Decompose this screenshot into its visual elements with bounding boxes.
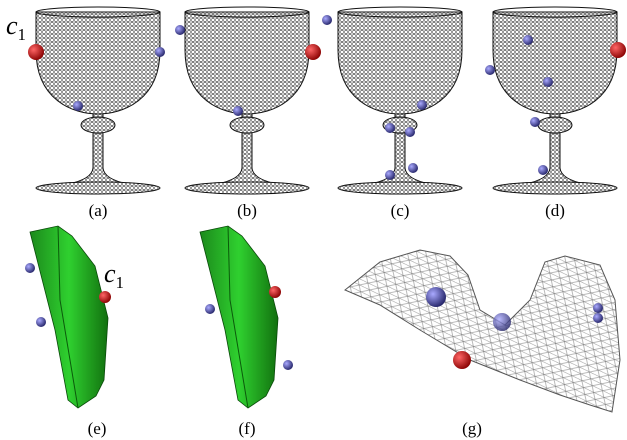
caption: (d) <box>545 201 565 220</box>
figure: c1 c1 (a) (b) (c) (d) (e) (f) (g) <box>0 0 627 440</box>
caption: (c) <box>391 201 410 220</box>
green-shape-f <box>200 226 293 408</box>
caption: (f) <box>239 419 256 438</box>
goblet-b <box>185 7 309 194</box>
label-c1: c1 <box>6 11 26 44</box>
wireframe-g <box>345 250 620 412</box>
caption: (g) <box>462 419 482 438</box>
caption: (e) <box>88 419 107 438</box>
goblet-d <box>493 7 617 194</box>
caption: (b) <box>237 201 257 220</box>
label-c1: c1 <box>104 259 124 292</box>
caption: (a) <box>89 201 108 220</box>
green-shape-e <box>25 226 111 408</box>
goblet-c <box>338 7 462 194</box>
goblet-a <box>36 7 160 194</box>
